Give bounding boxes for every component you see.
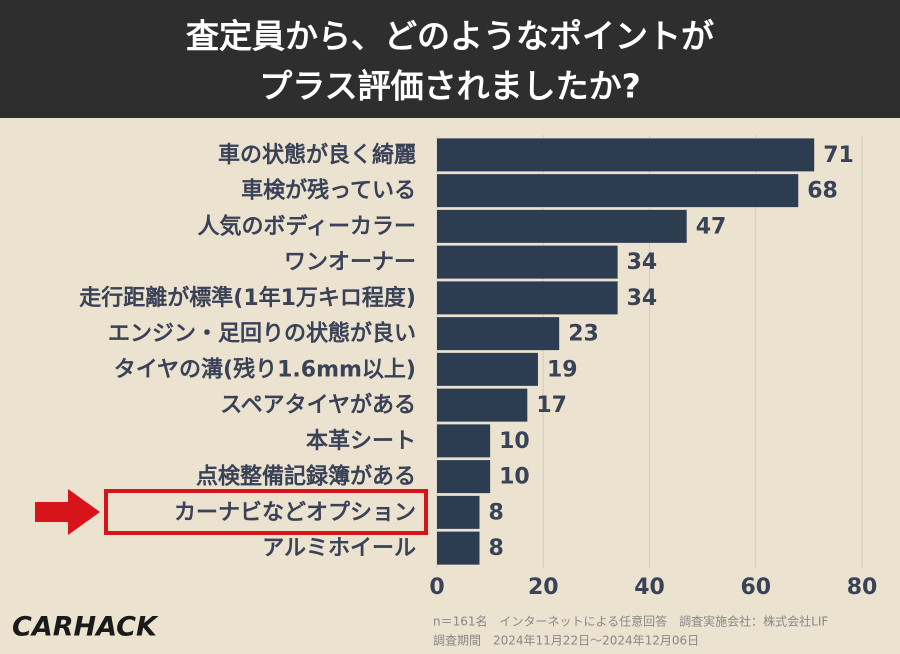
x-tick-label: 40: [634, 575, 665, 600]
value-label: 8: [489, 536, 504, 561]
y-tick-label: 車の状態が良く綺麗: [218, 142, 416, 168]
y-tick-label: 車検が残っている: [241, 178, 416, 204]
x-tick-label: 20: [528, 575, 559, 600]
x-tick-label: 80: [847, 575, 878, 600]
value-label: 47: [696, 214, 727, 239]
bar: [437, 281, 618, 315]
chart-title: プラス評価されましたか?: [259, 67, 640, 106]
value-label: 34: [627, 286, 658, 311]
highlight-box: [104, 489, 428, 535]
value-label: 8: [489, 500, 504, 525]
footnote: n＝161名 インターネットによる任意回答 調査実施会社：株式会社LIF: [433, 614, 828, 629]
highlight-arrow: [35, 489, 100, 535]
bar: [437, 245, 618, 279]
value-label: 23: [568, 322, 599, 347]
y-tick-label: エンジン・足回りの状態が良い: [108, 321, 416, 347]
bar: [437, 138, 815, 172]
x-tick-label: 0: [429, 575, 444, 600]
header: [0, 0, 900, 118]
value-label: 10: [499, 465, 530, 490]
value-label: 10: [499, 429, 530, 454]
value-label: 19: [547, 357, 578, 382]
y-tick-label: カーナビなどオプション: [174, 500, 416, 525]
bar: [437, 531, 480, 565]
bar: [437, 209, 687, 243]
y-tick-label: スペアタイヤがある: [220, 392, 416, 418]
bar: [437, 352, 538, 386]
y-tick-label: アルミホイール: [262, 536, 416, 561]
value-label: 34: [627, 250, 658, 275]
bar: [437, 460, 491, 494]
value-label: 68: [807, 179, 838, 204]
bar: [437, 317, 560, 351]
bar: [437, 495, 480, 529]
value-label: 17: [536, 393, 567, 418]
value-label: 71: [823, 143, 854, 168]
y-tick-label: 人気のボディーカラー: [198, 213, 416, 239]
y-tick-label: タイヤの溝(残り1.6mm以上): [114, 356, 416, 382]
x-tick-label: 60: [740, 575, 771, 600]
y-tick-label: ワンオーナー: [284, 250, 416, 275]
y-tick-label: 走行距離が標準(1年1万キロ程度): [79, 285, 416, 311]
footnote: 調査期間 2024年11月22日～2024年12月06日: [433, 634, 699, 648]
y-tick-label: 本革シート: [306, 429, 416, 454]
bar: [437, 174, 799, 208]
bar: [437, 424, 491, 458]
brand-logo: CARHACK: [12, 612, 159, 643]
chart-title: 査定員から、どのようなポイントが: [186, 17, 714, 56]
y-tick-label: 点検整備記録簿がある: [196, 464, 416, 490]
bar: [437, 388, 528, 422]
